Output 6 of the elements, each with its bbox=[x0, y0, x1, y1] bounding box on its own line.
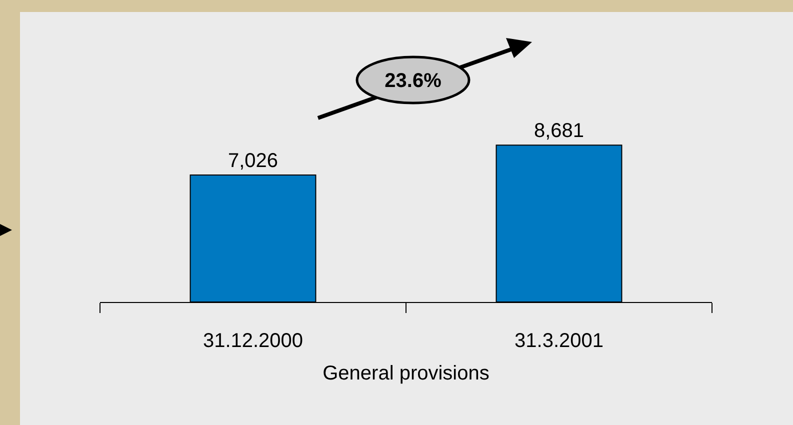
data-label: 8,681 bbox=[534, 120, 584, 142]
x-tick-label: 31.3.2001 bbox=[514, 330, 604, 352]
text: 23.6% bbox=[384, 70, 442, 92]
x-tick-label: 31.12.2000 bbox=[202, 330, 304, 352]
data-label: 7,026 bbox=[228, 150, 278, 172]
x-axis-title: General provisions bbox=[322, 362, 490, 384]
